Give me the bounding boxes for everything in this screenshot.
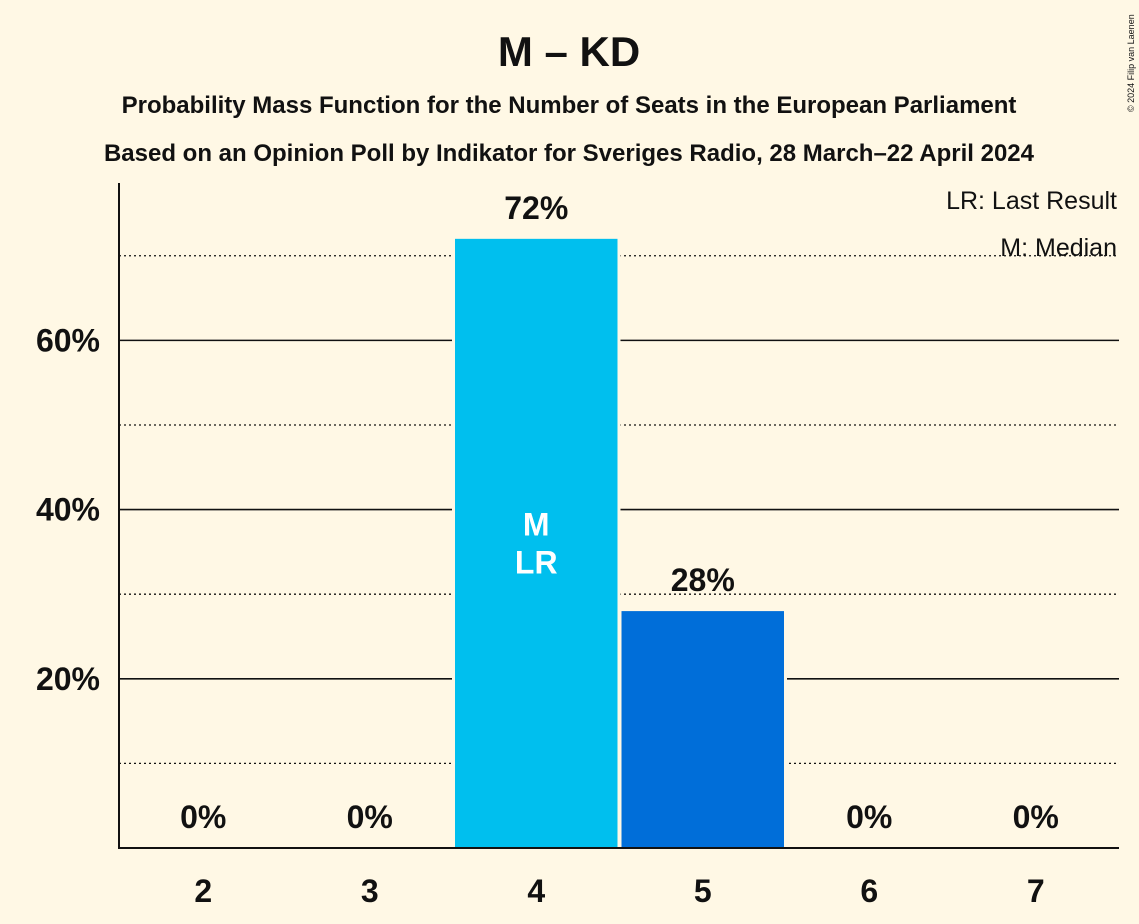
x-tick-label: 2 — [194, 873, 212, 909]
chart-title: M – KD — [498, 28, 640, 75]
data-label: 0% — [846, 799, 892, 835]
bar-marker: LR — [515, 544, 558, 580]
chart-subtitle-2: Based on an Opinion Poll by Indikator fo… — [104, 140, 1035, 167]
x-tick-labels: 2 3 4 5 6 7 — [194, 873, 1044, 909]
data-label: 28% — [671, 562, 735, 598]
x-tick-label: 7 — [1027, 873, 1045, 909]
y-tick-label: 60% — [36, 322, 100, 358]
x-tick-label: 4 — [527, 873, 545, 909]
data-labels: 0% 0% 72% MLR 28% 0% 0% — [180, 190, 1059, 835]
data-label: 0% — [180, 799, 226, 835]
x-tick-label: 3 — [361, 873, 379, 909]
legend-last-result: LR: Last Result — [946, 187, 1117, 215]
data-label: 0% — [1013, 799, 1059, 835]
x-tick-label: 5 — [694, 873, 712, 909]
bar — [455, 238, 618, 847]
bar — [621, 611, 784, 847]
y-tick-label: 20% — [36, 661, 100, 697]
y-tick-label: 40% — [36, 492, 100, 528]
data-label: 72% — [504, 190, 568, 226]
bars — [452, 235, 787, 847]
chart-subtitle-1: Probability Mass Function for the Number… — [122, 92, 1017, 119]
data-label: 0% — [347, 799, 393, 835]
bar-marker: M — [523, 506, 550, 542]
y-tick-labels: 20% 40% 60% — [36, 322, 100, 696]
x-tick-label: 6 — [860, 873, 878, 909]
copyright-text: © 2024 Filip van Laenen — [1126, 14, 1136, 112]
legend-median: M: Median — [1000, 234, 1117, 262]
